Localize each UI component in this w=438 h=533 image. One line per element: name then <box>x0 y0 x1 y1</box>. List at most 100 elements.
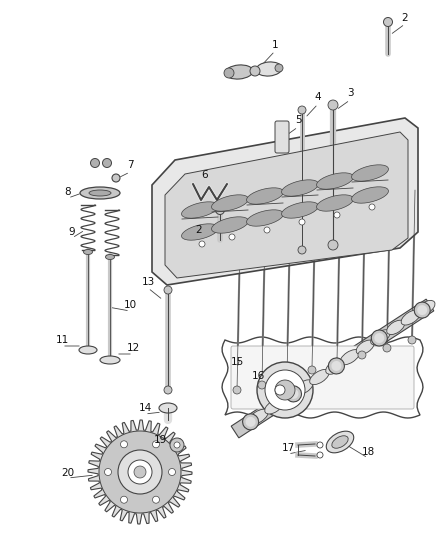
Circle shape <box>99 431 181 513</box>
Circle shape <box>152 441 159 448</box>
Circle shape <box>298 246 306 254</box>
Circle shape <box>264 227 270 233</box>
Circle shape <box>250 66 260 76</box>
Polygon shape <box>212 217 248 233</box>
Ellipse shape <box>401 310 420 325</box>
Ellipse shape <box>374 333 384 343</box>
Polygon shape <box>165 132 408 278</box>
Polygon shape <box>282 180 318 196</box>
Ellipse shape <box>100 356 120 364</box>
Circle shape <box>152 496 159 503</box>
Circle shape <box>257 362 313 418</box>
Circle shape <box>275 385 285 395</box>
Ellipse shape <box>417 301 435 314</box>
Circle shape <box>258 381 266 389</box>
Polygon shape <box>88 420 192 524</box>
Polygon shape <box>222 337 423 418</box>
Circle shape <box>118 450 162 494</box>
Text: 9: 9 <box>69 227 75 237</box>
Ellipse shape <box>159 403 177 413</box>
Ellipse shape <box>295 380 313 394</box>
Text: 10: 10 <box>124 300 137 310</box>
Circle shape <box>328 240 338 250</box>
Polygon shape <box>317 173 353 189</box>
Ellipse shape <box>215 206 225 214</box>
Text: 13: 13 <box>141 277 155 287</box>
Text: 2: 2 <box>402 13 408 23</box>
Text: 16: 16 <box>251 371 265 381</box>
Text: 14: 14 <box>138 403 152 413</box>
Circle shape <box>170 438 184 452</box>
Circle shape <box>369 204 375 210</box>
Circle shape <box>229 234 235 240</box>
Polygon shape <box>317 195 353 211</box>
Circle shape <box>317 452 323 458</box>
Polygon shape <box>351 165 389 181</box>
Circle shape <box>224 68 234 78</box>
Ellipse shape <box>310 369 329 385</box>
Text: 1: 1 <box>272 40 278 50</box>
Circle shape <box>233 386 241 394</box>
Ellipse shape <box>326 431 354 453</box>
Text: 7: 7 <box>127 160 133 170</box>
FancyBboxPatch shape <box>231 346 414 409</box>
FancyBboxPatch shape <box>275 121 289 153</box>
Ellipse shape <box>371 330 387 346</box>
Circle shape <box>299 219 305 225</box>
Ellipse shape <box>289 389 299 399</box>
Text: 20: 20 <box>61 468 74 478</box>
Ellipse shape <box>225 65 253 79</box>
Text: 19: 19 <box>153 435 166 445</box>
Circle shape <box>120 496 127 503</box>
Ellipse shape <box>328 358 344 374</box>
Circle shape <box>164 286 172 294</box>
Ellipse shape <box>326 360 343 374</box>
Ellipse shape <box>246 417 256 427</box>
Circle shape <box>283 374 291 382</box>
Ellipse shape <box>332 361 341 371</box>
Circle shape <box>317 442 323 448</box>
Polygon shape <box>181 202 219 218</box>
Ellipse shape <box>243 414 258 430</box>
Polygon shape <box>152 118 418 285</box>
Polygon shape <box>247 210 283 226</box>
Circle shape <box>408 336 416 344</box>
Ellipse shape <box>279 389 299 405</box>
Text: 8: 8 <box>65 187 71 197</box>
Text: 17: 17 <box>281 443 295 453</box>
Circle shape <box>128 460 152 484</box>
Ellipse shape <box>371 330 390 345</box>
Ellipse shape <box>84 249 92 254</box>
Circle shape <box>105 469 112 475</box>
Text: 2: 2 <box>196 225 202 235</box>
Polygon shape <box>231 299 434 438</box>
Polygon shape <box>247 188 283 204</box>
Text: 4: 4 <box>314 92 321 102</box>
Circle shape <box>383 344 391 352</box>
Text: 6: 6 <box>201 170 208 180</box>
Circle shape <box>164 386 172 394</box>
Ellipse shape <box>79 346 97 354</box>
Text: 11: 11 <box>55 335 69 345</box>
Ellipse shape <box>112 174 120 182</box>
Text: 3: 3 <box>347 88 353 98</box>
Ellipse shape <box>106 254 114 260</box>
Circle shape <box>275 380 295 400</box>
Ellipse shape <box>89 190 111 196</box>
Ellipse shape <box>384 18 392 27</box>
Ellipse shape <box>249 409 268 424</box>
Ellipse shape <box>91 158 99 167</box>
Circle shape <box>333 358 341 366</box>
Circle shape <box>275 64 283 72</box>
Circle shape <box>308 366 316 374</box>
Ellipse shape <box>286 386 301 402</box>
Text: 5: 5 <box>295 115 301 125</box>
Circle shape <box>358 351 366 359</box>
Circle shape <box>334 212 340 218</box>
Circle shape <box>174 442 180 448</box>
Ellipse shape <box>256 62 282 76</box>
Circle shape <box>199 241 205 247</box>
Polygon shape <box>212 195 248 211</box>
Ellipse shape <box>80 187 120 199</box>
Polygon shape <box>282 202 318 218</box>
